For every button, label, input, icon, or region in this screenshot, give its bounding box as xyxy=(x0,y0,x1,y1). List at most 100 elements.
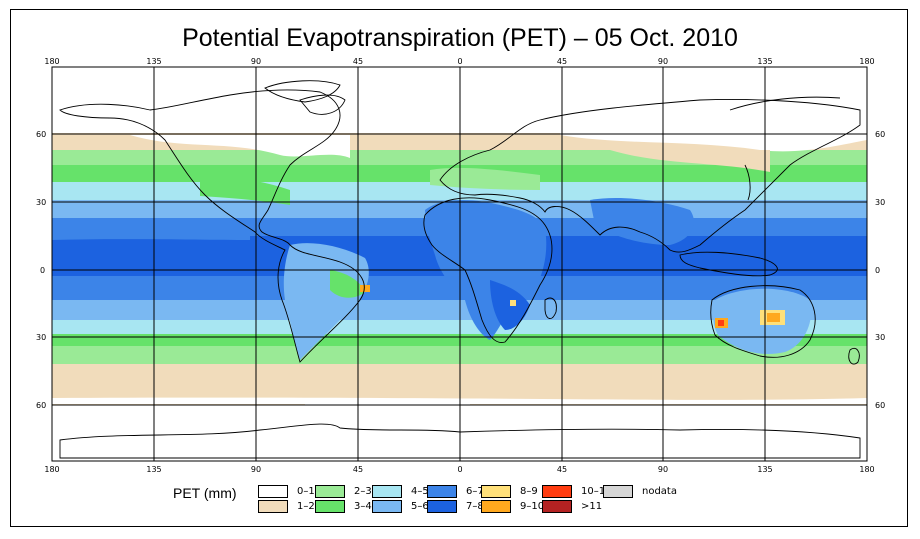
coastline-antarctica xyxy=(59,423,861,459)
legend-swatch xyxy=(315,484,345,498)
bottom-tick-label: 90 xyxy=(251,465,261,474)
africa-hotspot xyxy=(510,300,516,306)
green-patch-europe xyxy=(440,150,560,163)
top-tick-label: 180 xyxy=(44,57,59,66)
legend-label: 5–6 xyxy=(411,500,429,512)
legend-swatch xyxy=(258,484,288,498)
left-tick-label: 30 xyxy=(36,333,46,342)
right-tick-labels: 60 30 0 30 60 xyxy=(875,130,885,410)
top-tick-label: 90 xyxy=(658,57,668,66)
right-tick-label: 30 xyxy=(875,333,885,342)
legend-swatch xyxy=(258,499,288,513)
north-america-green xyxy=(200,178,290,205)
map-title: Potential Evapotranspiration (PET) – 05 … xyxy=(182,24,738,52)
coastline-greenland xyxy=(299,94,346,115)
graticule xyxy=(52,67,867,461)
coastline-australia xyxy=(710,285,816,358)
legend-swatch xyxy=(427,484,457,498)
east-pacific-band xyxy=(52,223,250,240)
legend-swatch xyxy=(372,499,402,513)
legend-swatch xyxy=(542,484,572,498)
south-america-green xyxy=(330,270,365,298)
bottom-tick-label: 180 xyxy=(859,465,874,474)
legend-label: nodata xyxy=(642,485,677,497)
legend-label: 10–11 xyxy=(581,485,612,497)
white-patch-north-asia xyxy=(560,133,867,152)
legend-label: 9–10 xyxy=(520,500,545,512)
bottom-tick-labels: 180 135 90 45 0 45 90 135 180 xyxy=(44,465,874,474)
tan-patch-asia xyxy=(610,150,770,172)
coastline-americas xyxy=(59,89,365,363)
legend-label: 7–8 xyxy=(466,500,484,512)
legend-item-gt-11: >11 xyxy=(542,499,602,513)
legend-item-7-8: 7–8 xyxy=(427,499,484,513)
bottom-tick-label: 90 xyxy=(658,465,668,474)
legend-item-6-7: 6–7 xyxy=(427,484,484,498)
legend-label: >11 xyxy=(581,500,603,512)
legend-title: PET (mm) xyxy=(173,485,237,501)
legend-label: 8–9 xyxy=(520,485,538,497)
bottom-tick-label: 135 xyxy=(146,465,161,474)
right-tick-label: 30 xyxy=(875,198,885,207)
legend-item-1-2: 1–2 xyxy=(258,499,315,513)
legend-item-10-11: 10–11 xyxy=(542,484,611,498)
australia-hotspot-orange xyxy=(767,313,780,322)
legend-label: 3–4 xyxy=(354,500,372,512)
left-tick-label: 60 xyxy=(36,130,46,139)
mediterranean-green xyxy=(430,167,540,190)
top-tick-label: 180 xyxy=(859,57,874,66)
legend-swatch xyxy=(542,499,572,513)
tick-marks xyxy=(51,67,868,73)
legend-item-5-6: 5–6 xyxy=(372,499,429,513)
west-australia-hotspot-red xyxy=(718,320,724,326)
bottom-tick-label: 0 xyxy=(457,465,462,474)
legend-label: 6–7 xyxy=(466,485,484,497)
coastline-eurasia xyxy=(439,99,861,253)
top-tick-labels: 180 135 90 45 0 45 90 135 180 xyxy=(44,57,874,66)
coastline-japan xyxy=(744,164,751,201)
legend-item-4-5: 4–5 xyxy=(372,484,429,498)
left-tick-labels: 60 30 0 30 60 xyxy=(36,130,46,410)
left-tick-label: 0 xyxy=(40,266,45,275)
legend-item-8-9: 8–9 xyxy=(481,484,538,498)
south-america-pet-field xyxy=(283,243,369,360)
legend-label: 4–5 xyxy=(411,485,429,497)
legend-item-3-4: 3–4 xyxy=(315,499,372,513)
legend-swatch xyxy=(427,499,457,513)
south-asia-pet-field xyxy=(590,198,694,245)
bottom-tick-label: 45 xyxy=(353,465,363,474)
legend-swatch xyxy=(603,484,633,498)
legend-item-0-1: 0–1 xyxy=(258,484,315,498)
bottom-tick-label: 135 xyxy=(757,465,772,474)
legend-swatch xyxy=(315,499,345,513)
white-patch-north-america xyxy=(130,135,350,158)
legend-item-2-3: 2–3 xyxy=(315,484,372,498)
legend-swatch xyxy=(481,484,511,498)
legend-label: 2–3 xyxy=(354,485,372,497)
top-tick-label: 45 xyxy=(353,57,363,66)
coastline-siberia-north xyxy=(729,96,841,111)
legend-label: 0–1 xyxy=(297,485,315,497)
right-tick-label: 0 xyxy=(875,266,880,275)
top-tick-label: 90 xyxy=(251,57,261,66)
right-tick-label: 60 xyxy=(875,401,885,410)
legend-item-nodata: nodata xyxy=(603,484,677,498)
top-tick-label: 135 xyxy=(146,57,161,66)
right-tick-label: 60 xyxy=(875,130,885,139)
legend-swatch xyxy=(481,499,511,513)
legend-swatch xyxy=(372,484,402,498)
top-tick-label: 45 xyxy=(557,57,567,66)
bottom-tick-label: 180 xyxy=(44,465,59,474)
coastline-madagascar xyxy=(544,297,557,319)
south-america-hotspot xyxy=(360,285,370,292)
legend-label: 1–2 xyxy=(297,500,315,512)
coastline-indonesia xyxy=(679,251,778,277)
bottom-tick-label: 45 xyxy=(557,465,567,474)
coastline-africa xyxy=(423,197,553,343)
top-tick-label: 135 xyxy=(757,57,772,66)
legend-item-9-10: 9–10 xyxy=(481,499,544,513)
left-tick-label: 60 xyxy=(36,401,46,410)
left-tick-label: 30 xyxy=(36,198,46,207)
coastline-new-zealand xyxy=(848,347,860,365)
